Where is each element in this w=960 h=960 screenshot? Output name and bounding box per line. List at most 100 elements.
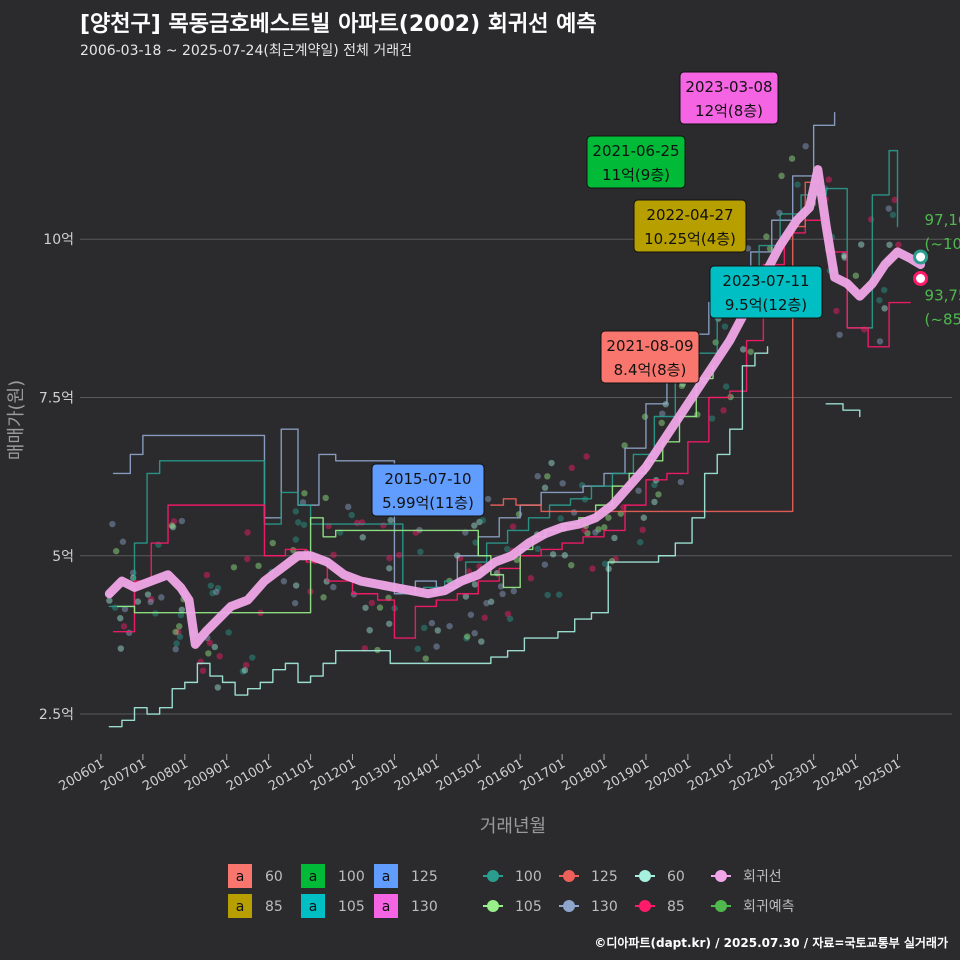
series-line-regression — [104, 165, 926, 649]
legend-swatch — [228, 864, 252, 888]
annotation-date: 2021-06-25 — [592, 142, 679, 160]
annotation-value: 11억(9층) — [602, 166, 670, 184]
series-line-line60 — [108, 346, 769, 728]
y-tick-label: 10억 — [43, 232, 74, 248]
scatter-point — [177, 611, 185, 619]
scatter-point — [541, 484, 549, 491]
scatter-point — [561, 552, 569, 559]
scatter-point — [763, 233, 770, 240]
scatter-point — [322, 494, 329, 502]
legend-label: 85 — [667, 899, 685, 915]
scatter-point — [881, 305, 888, 312]
legend-label: 60 — [667, 869, 685, 885]
scatter-point — [484, 495, 492, 503]
scatter-point — [559, 480, 566, 487]
scatter-point — [592, 529, 599, 536]
scatter-point — [568, 464, 576, 472]
scatter-point — [299, 499, 307, 506]
annotation-box — [586, 135, 686, 189]
y-tick-label: 5억 — [52, 549, 74, 565]
legend-swatch — [228, 894, 252, 918]
scatter-point — [330, 551, 337, 559]
scatter-point — [134, 598, 142, 605]
scatter-point — [249, 654, 256, 661]
scatter-point — [549, 551, 557, 558]
page-subtitle: 2006-03-18 ~ 2025-07-24(최근계약일) 전체 거래건 — [80, 43, 412, 59]
annotation-box — [633, 199, 747, 253]
legend-label: 회귀선 — [743, 869, 782, 885]
scatter-point — [209, 589, 216, 597]
scatter-point — [678, 382, 686, 390]
forecast-point — [913, 270, 929, 286]
scatter-point — [434, 627, 442, 634]
scatter-point — [456, 554, 464, 562]
scatter-point — [581, 526, 588, 534]
scatter-point — [885, 205, 892, 212]
forecast-value: 97,167 — [925, 211, 960, 229]
scatter-point — [396, 551, 403, 559]
scatter-point — [481, 614, 488, 621]
scatter-point — [205, 650, 212, 657]
scatter-point — [386, 554, 393, 562]
legend-swatch — [374, 894, 398, 918]
annotation-box — [679, 71, 779, 125]
annotation: 2015-07-10 5.99억(11층) — [371, 463, 485, 517]
annotation: 2022-04-27 10.25억(4층) — [633, 199, 747, 253]
scatter-point — [117, 645, 125, 652]
scatter-point — [170, 518, 178, 525]
annotation: 2021-08-09 8.4억(8층) — [600, 330, 700, 384]
scatter-point — [291, 599, 299, 607]
annotation-date: 2015-07-10 — [384, 470, 471, 488]
scatter-point — [640, 514, 648, 521]
legend-label: 125 — [591, 869, 618, 885]
scatter-point — [147, 598, 154, 606]
scatter-point — [658, 419, 665, 427]
forecast-area: (~100㎡) — [925, 235, 960, 253]
scatter-point — [722, 383, 730, 390]
scatter-point — [345, 503, 352, 511]
scatter-point — [173, 640, 180, 647]
scatter-point — [611, 534, 618, 542]
legend-label: 105 — [338, 899, 365, 915]
scatter-point — [778, 172, 785, 180]
scatter-point — [112, 547, 120, 555]
page-title: [양천구] 목동금호베스트빌 아파트(2002) 회귀선 예측 — [80, 12, 597, 37]
scatter-point — [544, 473, 551, 480]
scatter-point — [242, 661, 250, 669]
scatter-point — [891, 196, 898, 204]
scatter-point — [659, 410, 666, 417]
scatter-point — [601, 524, 608, 531]
scatter-point — [292, 536, 300, 543]
legend-glyph: a — [382, 899, 391, 915]
scatter-point — [214, 684, 222, 691]
scatter-point — [386, 620, 393, 627]
legend-label: 85 — [265, 899, 283, 915]
scatter-point — [651, 498, 658, 506]
scatter-point — [589, 565, 596, 572]
scatter-point — [169, 523, 177, 531]
scatter-point — [841, 252, 848, 259]
scatter-point — [886, 241, 893, 248]
y-axis: 2.5억 5억 7.5억 10억 — [39, 232, 74, 723]
scatter-point — [487, 598, 495, 605]
scatter-point — [637, 538, 644, 546]
scatter-point — [471, 522, 478, 529]
scatter-point — [176, 623, 183, 630]
scatter-point — [739, 346, 747, 353]
legend-label: 130 — [591, 899, 618, 915]
scatter-point — [366, 626, 373, 634]
scatter-point — [148, 596, 155, 603]
scatter-point — [386, 565, 393, 572]
scatter-point — [794, 181, 801, 188]
scatter-point — [211, 643, 219, 651]
legend-label: 105 — [515, 899, 542, 915]
legend-label: 100 — [515, 869, 542, 885]
series-line-line100 — [108, 149, 899, 608]
scatter-point — [852, 272, 860, 279]
scatter-point — [214, 584, 222, 592]
annotation: 2021-06-25 11억(9층) — [586, 135, 686, 189]
scatter-point — [158, 594, 165, 601]
scatter-point — [172, 645, 179, 653]
legend-dot — [563, 900, 575, 912]
